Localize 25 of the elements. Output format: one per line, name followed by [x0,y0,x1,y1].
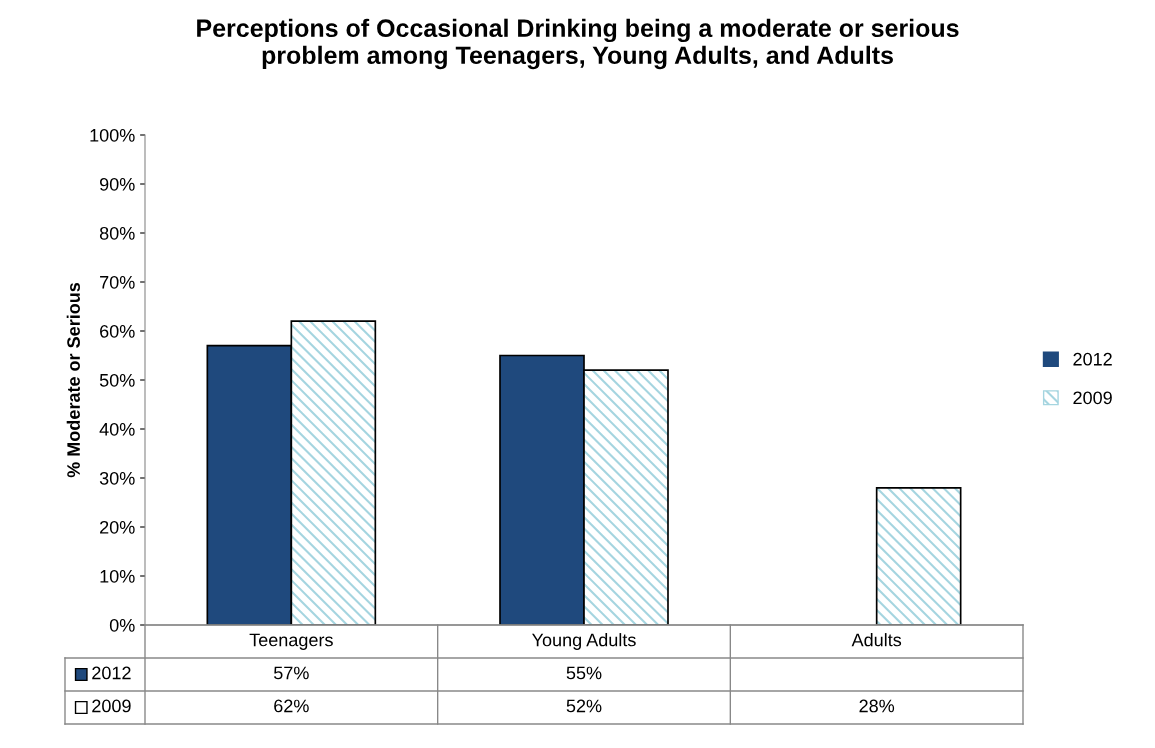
data-label: 52% [566,699,602,713]
y-tick-label: 0% [109,618,135,632]
y-tick-label: 10% [100,569,135,583]
legend-label: 2012 [92,666,131,680]
legend-label: 2009 [1073,391,1112,405]
y-tick-label: 30% [99,471,135,485]
y-tick-label: 70% [100,275,135,289]
data-label: 62% [274,699,309,713]
x-tick-label: Young Adults [532,633,636,650]
y-tick-label: 50% [99,373,135,387]
y-tick-label: 20% [100,520,135,534]
data-label: 55% [566,666,602,680]
y-tick-label: 90% [99,177,135,191]
text: 2012 [1073,352,1112,366]
y-tick-label: 60% [100,324,135,338]
data-label: 28% [859,699,895,713]
y-tick-label: 100% [90,128,135,142]
y-tick-label: 40% [99,422,135,436]
y-tick-label: 80% [99,226,135,240]
chart-title: Perceptions of Occasional Drinking being a moderate or serious problem among Teenagers, Young Adults, and Adults [197,18,959,70]
x-tick-label: Teenagers [249,633,333,650]
text: 2009 [92,699,131,713]
data-label: 57% [273,666,309,680]
y-axis-title: % Moderate or Serious [66,282,80,478]
x-tick-label: Adults [851,633,902,647]
